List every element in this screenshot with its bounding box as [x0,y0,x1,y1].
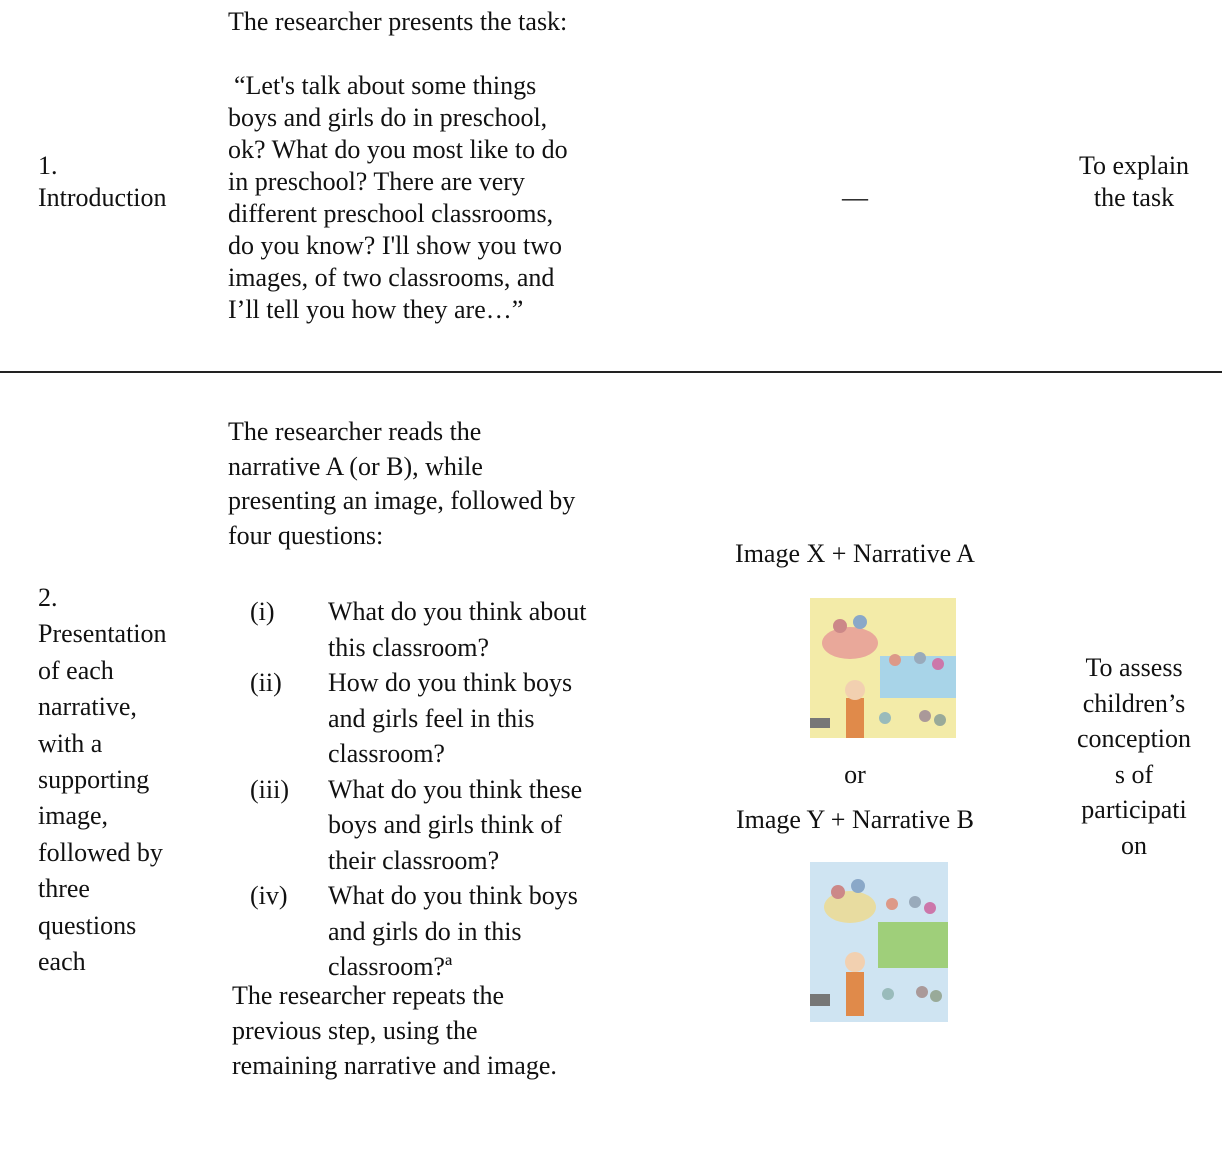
procedure-text: The researcher reads the [228,417,482,446]
step-label: with a [38,728,103,758]
objective-text: the task [1093,183,1175,212]
step-label: of each [38,655,114,685]
objective-text: s of [1114,759,1154,789]
step-label: followed by [38,837,163,867]
materials-text: or [844,760,866,789]
step-label: supporting [38,765,150,794]
quote-line: images, of two classrooms, and [228,263,555,292]
objective-text: on [1121,831,1147,860]
procedure-text: The researcher presents the task: [228,7,568,36]
procedure-text: four questions: [228,521,384,551]
materials-text: Image X + Narrative A [735,539,975,568]
procedure-text: remaining narrative and image. [232,1051,557,1080]
materials-text: Image Y + Narrative B [736,805,974,834]
quote-line: “Let's talk about some things [234,71,537,100]
question-text: How do you think boys [328,668,573,697]
quote-line: boys and girls do in preschool, [228,103,548,132]
question-numeral: (iii) [250,774,289,804]
question-text: What do you think about [328,597,587,626]
materials-text: — [842,183,868,212]
quote-line: do you know? I'll show you two [228,231,563,260]
objective-text: children’s [1082,688,1186,718]
step-label: questions [38,910,137,940]
objective-text: To explain [1078,151,1190,180]
quote-line: different preschool classrooms, [228,199,554,228]
question-text: classroom? [328,739,445,768]
step-label: each [38,947,86,976]
row-divider [0,371,1222,373]
question-numeral: (iv) [250,881,288,910]
quote-line: I’ll tell you how they are…” [228,295,524,324]
question-text: and girls do in this [328,916,522,946]
procedure-text: previous step, using the [232,1016,478,1045]
procedure-text: presenting an image, followed by [228,486,576,516]
objective-text: conception [1076,724,1192,754]
step-label: image, [38,801,109,831]
step-label: Introduction [38,183,167,212]
question-text: What do you think these [328,774,583,804]
question-numeral: (i) [250,597,275,626]
procedure-text: The researcher repeats the [232,981,505,1010]
step-label: 1. [38,151,58,180]
question-numeral: (ii) [250,668,282,697]
objective-text: participati [1081,795,1187,825]
step-label: narrative, [38,692,137,722]
image-y [810,862,948,1022]
question-text: this classroom? [328,632,490,662]
step-label: Presentation [38,619,167,649]
question-text: classroom?ª [328,952,453,981]
image-x [810,598,956,738]
quote-line: ok? What do you most like to do [228,135,568,164]
question-text: boys and girls think of [328,810,562,839]
question-text: What do you think boys [328,881,578,910]
question-text: their classroom? [328,845,500,875]
step-label: three [38,874,90,904]
step-label: 2. [38,583,58,612]
procedure-text: narrative A (or B), while [228,451,483,481]
question-text: and girls feel in this [328,703,535,733]
quote-line: in preschool? There are very [228,167,525,196]
objective-text: To assess [1085,653,1183,682]
